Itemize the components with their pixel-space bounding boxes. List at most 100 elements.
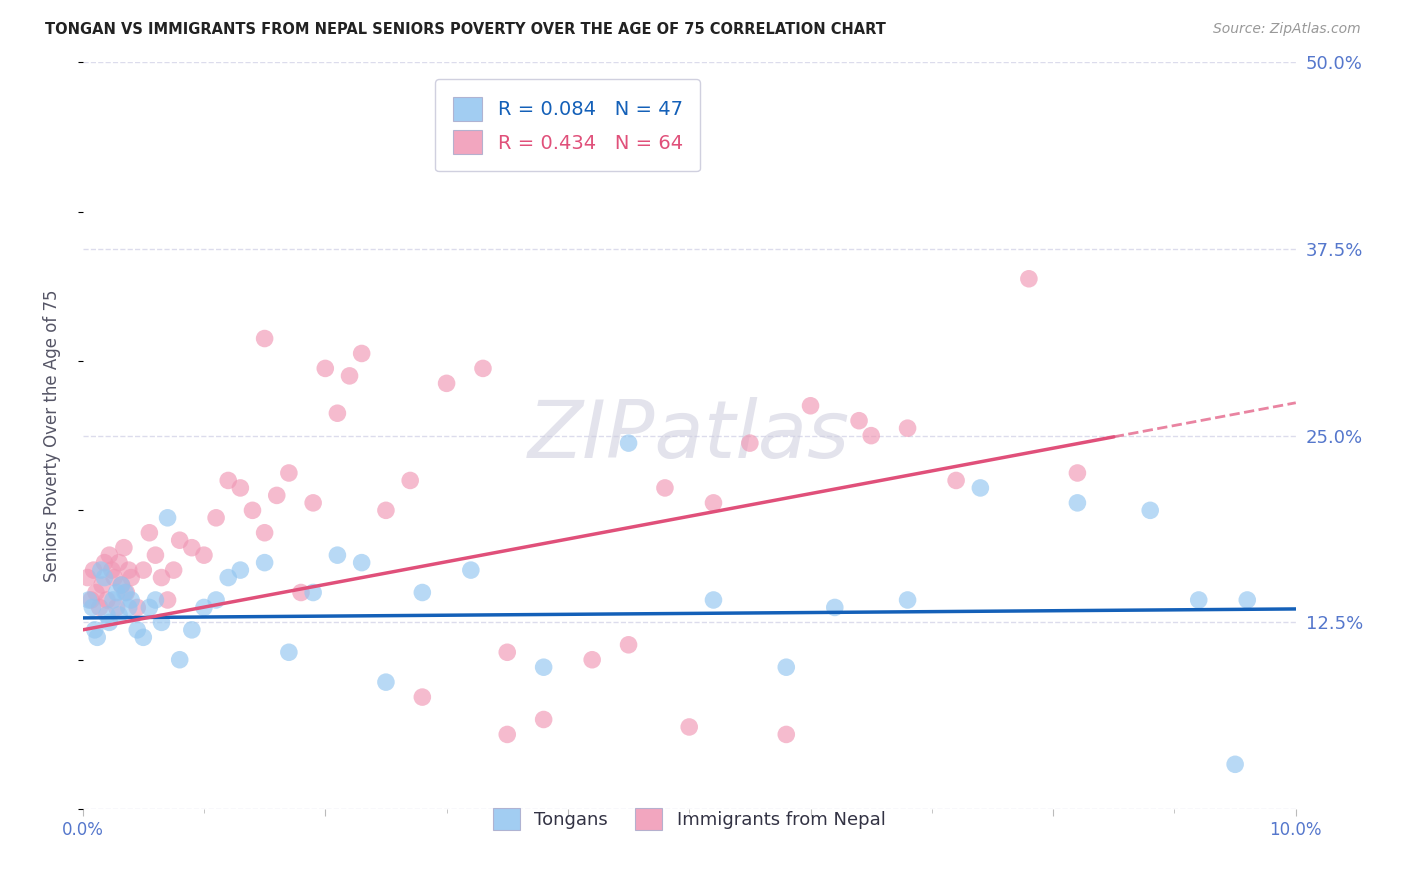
Point xyxy=(326,548,349,562)
Point xyxy=(93,570,115,584)
Point xyxy=(169,533,191,548)
Point xyxy=(98,548,121,562)
Point xyxy=(118,600,141,615)
Point xyxy=(775,727,797,741)
Point xyxy=(350,556,373,570)
Point xyxy=(156,511,179,525)
Point xyxy=(205,511,228,525)
Point xyxy=(702,496,724,510)
Point xyxy=(86,630,108,644)
Point xyxy=(76,570,98,584)
Point xyxy=(169,653,191,667)
Point xyxy=(848,414,870,428)
Point xyxy=(533,713,555,727)
Point xyxy=(496,727,519,741)
Point xyxy=(897,421,920,435)
Point xyxy=(127,623,149,637)
Point xyxy=(277,466,299,480)
Point xyxy=(180,541,202,555)
Point xyxy=(101,593,124,607)
Point xyxy=(702,593,724,607)
Point xyxy=(193,548,215,562)
Point xyxy=(83,623,105,637)
Point xyxy=(96,593,118,607)
Point xyxy=(302,496,325,510)
Point xyxy=(1018,272,1040,286)
Point xyxy=(326,406,349,420)
Point xyxy=(82,600,104,615)
Point xyxy=(860,428,883,442)
Point xyxy=(581,653,603,667)
Point xyxy=(105,600,128,615)
Point xyxy=(112,541,135,555)
Point xyxy=(162,563,184,577)
Point xyxy=(1223,757,1246,772)
Point xyxy=(266,488,288,502)
Point xyxy=(120,570,142,584)
Point xyxy=(533,660,555,674)
Point xyxy=(1066,496,1088,510)
Point xyxy=(217,570,239,584)
Point xyxy=(775,660,797,674)
Point xyxy=(229,563,252,577)
Point xyxy=(132,563,155,577)
Point xyxy=(132,630,155,644)
Point xyxy=(108,607,131,622)
Point xyxy=(314,361,336,376)
Point xyxy=(1188,593,1211,607)
Point xyxy=(114,585,136,599)
Point xyxy=(77,593,100,607)
Point xyxy=(103,570,125,584)
Point xyxy=(738,436,761,450)
Point xyxy=(93,556,115,570)
Point xyxy=(339,368,361,383)
Point xyxy=(253,556,276,570)
Point xyxy=(138,525,160,540)
Point xyxy=(436,376,458,391)
Point xyxy=(110,578,132,592)
Point xyxy=(374,503,396,517)
Point xyxy=(100,563,122,577)
Point xyxy=(83,563,105,577)
Point xyxy=(150,570,173,584)
Point xyxy=(105,585,128,599)
Point xyxy=(350,346,373,360)
Point xyxy=(193,600,215,615)
Point xyxy=(460,563,482,577)
Point xyxy=(1236,593,1258,607)
Y-axis label: Seniors Poverty Over the Age of 75: Seniors Poverty Over the Age of 75 xyxy=(44,289,60,582)
Text: TONGAN VS IMMIGRANTS FROM NEPAL SENIORS POVERTY OVER THE AGE OF 75 CORRELATION C: TONGAN VS IMMIGRANTS FROM NEPAL SENIORS … xyxy=(45,22,886,37)
Point xyxy=(617,436,640,450)
Point xyxy=(969,481,991,495)
Point xyxy=(150,615,173,630)
Point xyxy=(91,578,114,592)
Point xyxy=(945,474,967,488)
Point xyxy=(253,525,276,540)
Point xyxy=(115,585,138,599)
Point xyxy=(205,593,228,607)
Point xyxy=(374,675,396,690)
Point xyxy=(84,585,107,599)
Point xyxy=(217,474,239,488)
Point xyxy=(617,638,640,652)
Point xyxy=(108,556,131,570)
Point xyxy=(242,503,264,517)
Point xyxy=(98,615,121,630)
Point xyxy=(90,563,112,577)
Point xyxy=(89,600,111,615)
Point xyxy=(496,645,519,659)
Point xyxy=(472,361,495,376)
Point xyxy=(118,563,141,577)
Point xyxy=(229,481,252,495)
Point xyxy=(253,332,276,346)
Point xyxy=(277,645,299,659)
Point xyxy=(678,720,700,734)
Point xyxy=(145,593,167,607)
Legend: Tongans, Immigrants from Nepal: Tongans, Immigrants from Nepal xyxy=(478,794,900,845)
Point xyxy=(399,474,422,488)
Point xyxy=(1066,466,1088,480)
Point xyxy=(411,585,433,599)
Point xyxy=(1139,503,1161,517)
Point xyxy=(290,585,312,599)
Point xyxy=(96,607,118,622)
